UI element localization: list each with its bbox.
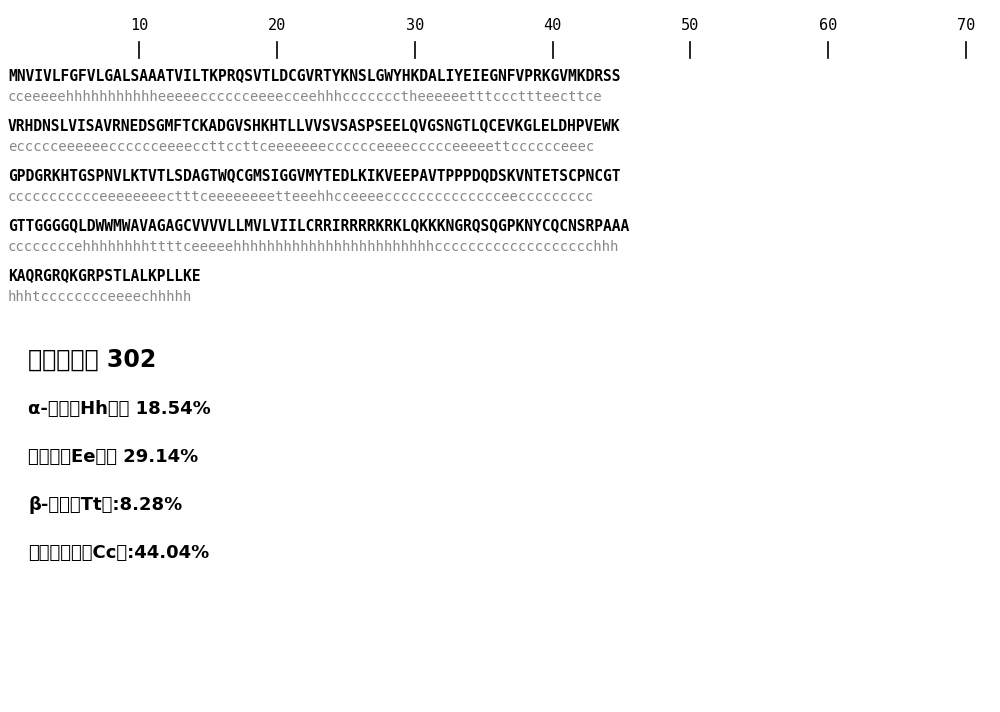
Text: 延伸链（Ee）： 29.14%: 延伸链（Ee）： 29.14% [28, 448, 198, 466]
Text: VRHDNSLVISAVRNEDSGMFTCKADGVSHKHTLLVVSVSASPSEELQVGSNGTLQCEVKGLELDHPVEWK: VRHDNSLVISAVRNEDSGMFTCKADGVSHKHTLLVVSVSA… [8, 118, 620, 133]
Text: 50: 50 [681, 18, 700, 33]
Text: 30: 30 [406, 18, 424, 33]
Text: 10: 10 [130, 18, 148, 33]
Text: eccccceeeeeecccccceeeeccttccttceeeeeeecccccceeeeccccceeeeettcccccceeec: eccccceeeeeecccccceeeeccttccttceeeeeeecc… [8, 140, 594, 154]
Text: 70: 70 [957, 18, 975, 33]
Text: ccccccccehhhhhhhhttttceeeeehhhhhhhhhhhhhhhhhhhhhhhhccccccccccccccccccchhh: ccccccccehhhhhhhhttttceeeeehhhhhhhhhhhhh… [8, 240, 619, 254]
Text: 无规则卷曲（Cc）:44.04%: 无规则卷曲（Cc）:44.04% [28, 544, 209, 562]
Text: hhhtcccccccceeeechhhhh: hhhtcccccccceeeechhhhh [8, 290, 192, 304]
Text: 60: 60 [819, 18, 837, 33]
Text: β-转角（Tt）:8.28%: β-转角（Tt）:8.28% [28, 496, 182, 514]
Text: 序列长度： 302: 序列长度： 302 [28, 348, 156, 372]
Text: MNVIVLFGFVLGALSAAATVILTKPRQSVTLDCGVRTYKNSLGWYHKDALIYEIEGNFVPRKGVMKDRSS: MNVIVLFGFVLGALSAAATVILTKPRQSVTLDCGVRTYKN… [8, 68, 620, 83]
Text: GTTGGGGQLDWWMWAVAGAGCVVVVLLMVLVIILCRRIRRRRKRKLQKKKNGRQSQGPKNYCQCNSRPAAA: GTTGGGGQLDWWMWAVAGAGCVVVVLLMVLVIILCRRIRR… [8, 218, 629, 233]
Text: cceeeeehhhhhhhhhhheeeeecccccceeeecceehhhccccccctheeeeeetttcccttteecttce: cceeeeehhhhhhhhhhheeeeecccccceeeecceehhh… [8, 90, 603, 104]
Text: α-螺旋（Hh）： 18.54%: α-螺旋（Hh）： 18.54% [28, 400, 211, 418]
Text: GPDGRKHTGSPNVLKTVTLSDAGTWQCGMSIGGVMYTEDLKIKVEEPAVTPPPDQDSKVNTETSCPNCGT: GPDGRKHTGSPNVLKTVTLSDAGTWQCGMSIGGVMYTEDL… [8, 168, 620, 183]
Text: KAQRGRQKGRPSTLALKPLLKE: KAQRGRQKGRPSTLALKPLLKE [8, 268, 200, 283]
Text: 20: 20 [268, 18, 286, 33]
Text: ccccccccccceeeeeeeectttceeeeeeeetteeehhcceeeecccccccccccccceeccccccccc: ccccccccccceeeeeeeectttceeeeeeeetteeehhc… [8, 190, 594, 204]
Text: 40: 40 [543, 18, 562, 33]
